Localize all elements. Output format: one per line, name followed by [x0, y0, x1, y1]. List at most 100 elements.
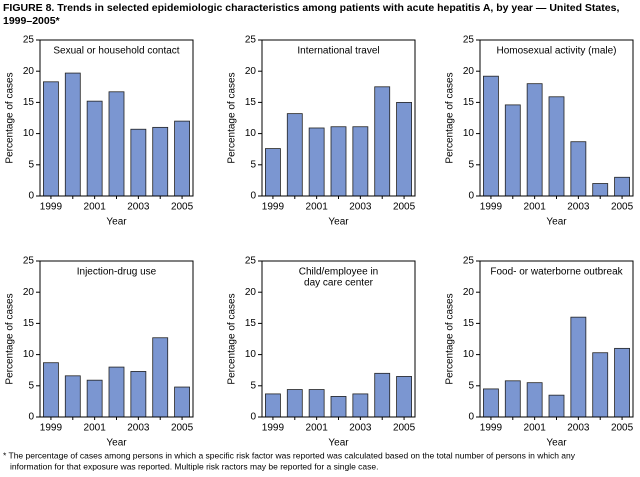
y-axis-label: Percentage of cases: [445, 293, 456, 384]
y-axis-label: Percentage of cases: [227, 72, 238, 163]
bar: [130, 371, 147, 418]
bar: [130, 128, 147, 197]
bar: [43, 81, 59, 197]
footnote: information for that exposure was report…: [10, 461, 379, 471]
bar: [396, 102, 412, 197]
y-tick-label: 10: [23, 349, 35, 360]
y-tick-label: 20: [23, 66, 35, 77]
x-tick-label: 2003: [349, 202, 372, 213]
bar: [570, 316, 587, 418]
bar: [108, 91, 125, 197]
y-tick-label: 0: [28, 412, 34, 423]
y-tick-label: 20: [463, 66, 475, 77]
y-tick-label: 5: [468, 380, 474, 391]
bar: [308, 127, 325, 197]
y-axis-label: Percentage of cases: [227, 293, 238, 384]
bar: [330, 126, 347, 197]
figure-title: FIGURE 8. Trends in selected epidemiolog…: [3, 2, 619, 14]
x-tick-label: 2003: [127, 202, 150, 213]
bar: [504, 104, 521, 197]
y-tick-label: 25: [245, 35, 257, 46]
bar: [592, 183, 609, 197]
bar: [286, 113, 303, 197]
y-tick-label: 25: [245, 256, 257, 267]
bar: [286, 389, 303, 418]
footnote: * The percentage of cases among persons …: [3, 450, 576, 460]
bar: [614, 347, 630, 418]
x-tick-label: 2005: [611, 202, 634, 213]
y-tick-label: 20: [245, 66, 257, 77]
x-tick-label: 2005: [611, 423, 634, 434]
x-axis-label: Year: [546, 217, 567, 228]
plot-frame: [479, 39, 634, 197]
bar: [570, 141, 587, 197]
y-tick-label: 10: [23, 128, 35, 139]
panel-title: Sexual or household contact: [53, 46, 179, 57]
bar: [86, 379, 103, 418]
bar: [174, 386, 190, 418]
x-tick-label: 2005: [393, 423, 416, 434]
bar: [152, 126, 169, 197]
y-tick-label: 10: [245, 128, 257, 139]
bar: [526, 382, 543, 418]
bar: [86, 100, 103, 197]
y-tick-label: 0: [250, 412, 256, 423]
y-tick-label: 0: [250, 191, 256, 202]
panel-title: Food- or waterborne outbreak: [490, 267, 623, 278]
y-tick-label: 25: [463, 256, 475, 267]
bar: [308, 389, 325, 418]
x-tick-label: 2003: [127, 423, 150, 434]
bar: [374, 372, 391, 418]
x-tick-label: 1999: [40, 423, 63, 434]
bar: [174, 120, 190, 197]
bar: [614, 176, 630, 197]
y-tick-label: 25: [23, 35, 35, 46]
x-tick-label: 2003: [349, 423, 372, 434]
bar: [396, 376, 412, 418]
bar: [265, 393, 281, 418]
bar: [64, 375, 81, 418]
y-axis-label: Percentage of cases: [5, 72, 16, 163]
x-tick-label: 2005: [171, 202, 194, 213]
x-tick-label: 1999: [480, 202, 503, 213]
x-axis-label: Year: [546, 438, 567, 449]
bar: [483, 75, 499, 197]
bar: [504, 380, 521, 418]
y-tick-label: 10: [463, 349, 475, 360]
plot-frame: [479, 260, 634, 418]
bar: [152, 337, 169, 418]
y-tick-label: 20: [463, 287, 475, 298]
x-tick-label: 2001: [84, 423, 107, 434]
bar: [352, 126, 369, 197]
x-tick-label: 1999: [40, 202, 63, 213]
y-tick-label: 5: [28, 380, 34, 391]
y-tick-label: 20: [245, 287, 257, 298]
y-tick-label: 0: [468, 191, 474, 202]
plot-frame: [39, 39, 194, 197]
bar: [265, 148, 281, 197]
panel-title: International travel: [297, 46, 379, 57]
plot-frame: [39, 260, 194, 418]
bar: [483, 388, 499, 418]
y-tick-label: 10: [463, 128, 475, 139]
x-tick-label: 2001: [84, 202, 107, 213]
panel-title: Injection-drug use: [77, 267, 157, 278]
y-axis-label: Percentage of cases: [5, 293, 16, 384]
y-tick-label: 15: [463, 318, 475, 329]
x-tick-label: 2003: [567, 202, 590, 213]
y-tick-label: 15: [23, 97, 35, 108]
y-tick-label: 15: [245, 318, 257, 329]
x-axis-label: Year: [328, 438, 349, 449]
y-tick-label: 15: [23, 318, 35, 329]
x-tick-label: 2005: [393, 202, 416, 213]
bar: [548, 394, 565, 418]
x-tick-label: 1999: [480, 423, 503, 434]
bar: [374, 86, 391, 197]
bar: [352, 393, 369, 418]
x-axis-label: Year: [106, 217, 127, 228]
panel-title: day care center: [304, 278, 374, 289]
bar: [43, 362, 59, 418]
figure-title: 1999–2005*: [3, 15, 61, 27]
y-tick-label: 5: [28, 159, 34, 170]
